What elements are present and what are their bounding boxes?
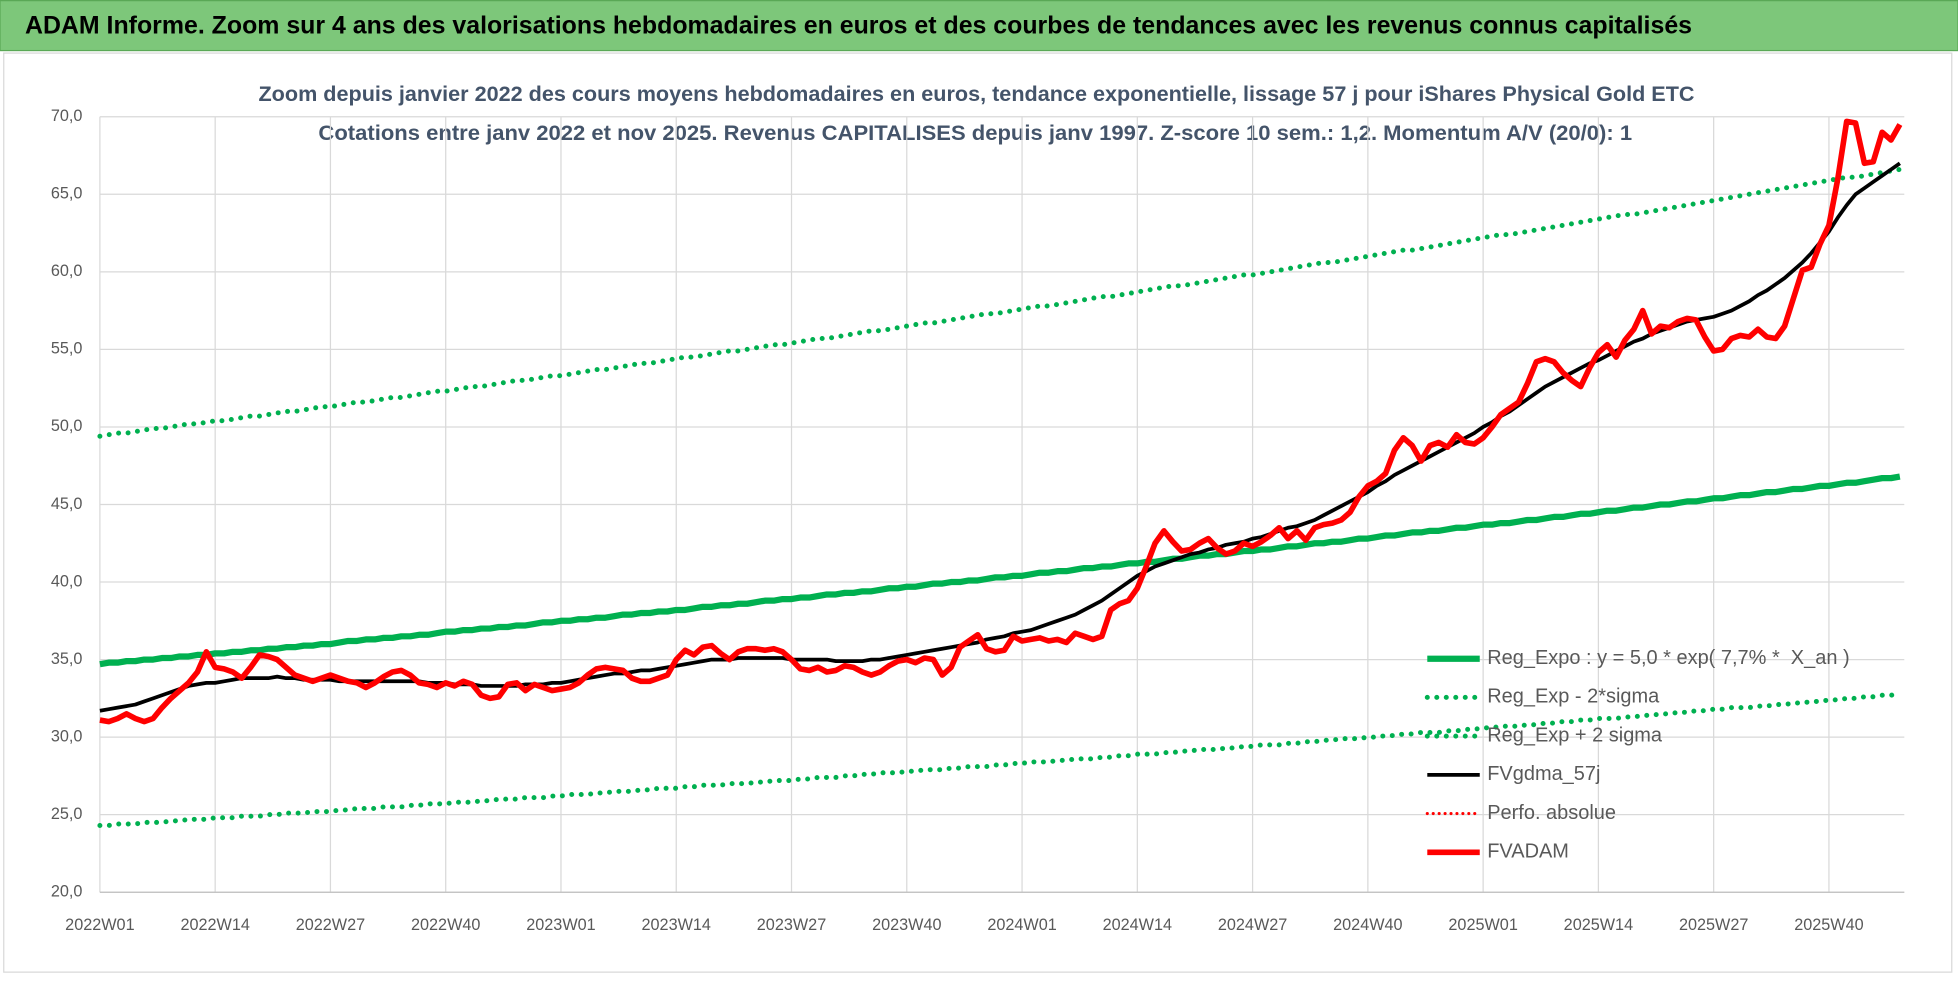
legend-label: Reg_Expo : y = 5,0 * exp( 7,7% * X_an ): [1487, 647, 1849, 669]
line-series: [99, 473, 1901, 668]
y-tick-label: 25,0: [51, 805, 83, 823]
line-series: [97, 166, 1903, 439]
y-tick-label: 20,0: [51, 882, 83, 900]
y-tick-label: 60,0: [51, 262, 83, 280]
x-tick-label: 2023W01: [526, 916, 595, 934]
legend-label: Reg_Exp + 2 sigma: [1487, 724, 1663, 746]
line-series: [99, 118, 1903, 725]
line-series: [99, 161, 1901, 713]
legend-label: FVgdma_57j: [1487, 763, 1600, 785]
legend-label: FVADAM: [1487, 841, 1569, 863]
x-tick-label: 2024W40: [1333, 916, 1402, 934]
x-tick-label: 2025W40: [1794, 916, 1863, 934]
y-tick-label: 35,0: [51, 650, 83, 668]
header-bar: [0, 0, 1958, 52]
x-tick-label: 2025W14: [1564, 916, 1633, 934]
chart-subtitle: Cotations entre janv 2022 et nov 2025. R…: [318, 122, 1632, 145]
header-title: ADAM Informe. Zoom sur 4 ans des valoris…: [25, 11, 1692, 39]
plot-area: [97, 118, 1903, 829]
x-tick-label: 2022W14: [180, 916, 249, 934]
y-tick-label: 45,0: [51, 495, 83, 513]
x-tick-label: 2022W27: [296, 916, 365, 934]
x-tick-label: 2023W14: [642, 916, 711, 934]
x-tick-label: 2024W27: [1218, 916, 1287, 934]
x-tick-label: 2024W14: [1103, 916, 1172, 934]
legend-label: Perfo. absolue: [1487, 802, 1616, 824]
x-tick-label: 2022W40: [411, 916, 480, 934]
chart-frame: [3, 52, 1953, 973]
x-tick-label: 2022W01: [65, 916, 134, 934]
y-tick-label: 30,0: [51, 727, 83, 745]
legend-label: Reg_Exp - 2*sigma: [1487, 686, 1660, 708]
x-tick-label: 2025W01: [1448, 916, 1517, 934]
y-tick-label: 40,0: [51, 572, 83, 590]
x-tick-label: 2024W01: [987, 916, 1056, 934]
y-tick-label: 55,0: [51, 340, 83, 358]
line-series: [97, 691, 1903, 829]
legend: Reg_Expo : y = 5,0 * exp( 7,7% * X_an ) R…: [1424, 647, 1850, 863]
y-tick-label: 70,0: [51, 107, 83, 125]
x-tick-label: 2023W27: [757, 916, 826, 934]
x-tick-label: 2025W27: [1679, 916, 1748, 934]
y-tick-label: 65,0: [51, 185, 83, 203]
chart-title: Zoom depuis janvier 2022 des cours moyen…: [258, 83, 1694, 106]
x-tick-label: 2023W40: [872, 916, 941, 934]
y-tick-label: 50,0: [51, 417, 83, 435]
